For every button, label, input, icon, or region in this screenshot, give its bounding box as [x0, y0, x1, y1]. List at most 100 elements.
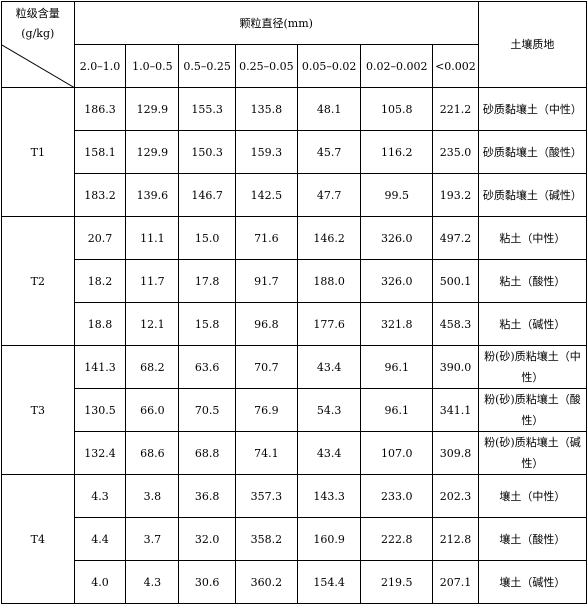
value-cell: 193.2 — [432, 173, 479, 217]
soil-texture-cell: 壤土（中性） — [477, 474, 587, 518]
value-cell: 150.3 — [178, 130, 237, 174]
value-cell: 358.2 — [235, 517, 298, 561]
value-cell: 96.1 — [360, 345, 434, 389]
value-cell: 390.0 — [432, 345, 479, 389]
value-cell: 160.9 — [296, 517, 362, 561]
value-cell: 222.8 — [360, 517, 434, 561]
size-class-header-row: 2.0–1.0 1.0–0.5 0.5–0.25 0.25–0.05 0.05–0.02… — [2, 44, 587, 88]
value-cell: 158.1 — [73, 130, 127, 174]
value-cell: 139.6 — [125, 173, 180, 217]
value-cell: 500.1 — [432, 259, 479, 303]
size-class-header: 0.02–0.002 — [360, 44, 434, 88]
value-cell: 360.2 — [235, 560, 298, 604]
size-class-header: 0.05–0.02 — [296, 44, 362, 88]
value-cell: 141.3 — [73, 345, 127, 389]
value-cell: 207.1 — [432, 560, 479, 604]
value-cell: 18.2 — [73, 259, 127, 303]
size-class-header: 0.5–0.25 — [178, 44, 237, 88]
value-cell: 70.5 — [178, 388, 237, 432]
corner-label-line1: 粒级含量 — [15, 7, 60, 20]
value-cell: 4.4 — [73, 517, 127, 561]
value-cell: 96.1 — [360, 388, 434, 432]
value-cell: 357.3 — [235, 474, 298, 518]
table-row: 4.0 4.3 30.6 360.2 154.4 219.5 207.1 壤土（碱性） — [2, 560, 587, 604]
value-cell: 3.7 — [125, 517, 180, 561]
value-cell: 3.8 — [125, 474, 180, 518]
value-cell: 219.5 — [360, 560, 434, 604]
value-cell: 45.7 — [296, 130, 362, 174]
value-cell: 129.9 — [125, 87, 180, 131]
soil-texture-cell: 粘土（中性） — [477, 216, 587, 260]
value-cell: 47.7 — [296, 173, 362, 217]
size-class-header: 0.25–0.05 — [235, 44, 298, 88]
value-cell: 68.8 — [178, 431, 237, 475]
corner-label-line2: (g/kg) — [21, 27, 55, 40]
value-cell: 183.2 — [73, 173, 127, 217]
value-cell: 146.2 — [296, 216, 362, 260]
value-cell: 116.2 — [360, 130, 434, 174]
size-class-header: 1.0–0.5 — [125, 44, 180, 88]
value-cell: 186.3 — [73, 87, 127, 131]
value-cell: 36.8 — [178, 474, 237, 518]
value-cell: 321.8 — [360, 302, 434, 346]
soil-texture-cell: 壤土（酸性） — [477, 517, 587, 561]
value-cell: 76.9 — [235, 388, 298, 432]
table-row: 132.4 68.6 68.8 74.1 43.4 107.0 309.8 粉(砂)质粘壤土（… — [2, 431, 587, 475]
value-cell: 309.8 — [432, 431, 479, 475]
value-cell: 12.1 — [125, 302, 180, 346]
soil-texture-cell: 粉(砂)质粘壤土（碱性） — [477, 431, 587, 475]
value-cell: 17.8 — [178, 259, 237, 303]
value-cell: 130.5 — [73, 388, 127, 432]
value-cell: 4.3 — [73, 474, 127, 518]
value-cell: 105.8 — [360, 87, 434, 131]
value-cell: 18.8 — [73, 302, 127, 346]
value-cell: 74.1 — [235, 431, 298, 475]
value-cell: 458.3 — [432, 302, 479, 346]
value-cell: 11.1 — [125, 216, 180, 260]
value-cell: 68.6 — [125, 431, 180, 475]
corner-header-cell: 粒级含量 (g/kg) — [1, 1, 75, 88]
table-row: 183.2 139.6 146.7 142.5 47.7 99.5 193.2 砂质黏壤土（碱… — [2, 173, 587, 217]
value-cell: 99.5 — [360, 173, 434, 217]
treatment-label: T4 — [1, 474, 75, 604]
value-cell: 188.0 — [296, 259, 362, 303]
soil-texture-cell: 砂质黏壤土（酸性） — [477, 130, 587, 174]
value-cell: 159.3 — [235, 130, 298, 174]
value-cell: 154.4 — [296, 560, 362, 604]
value-cell: 15.0 — [178, 216, 237, 260]
value-cell: 43.4 — [296, 431, 362, 475]
value-cell: 142.5 — [235, 173, 298, 217]
table-row: T1 186.3 129.9 155.3 135.8 48.1 105.8 221.2 砂质黏壤… — [1, 87, 587, 217]
value-cell: 143.3 — [296, 474, 362, 518]
value-cell: 132.4 — [73, 431, 127, 475]
soil-texture-cell: 粘土（碱性） — [477, 302, 587, 346]
table-row: 158.1 129.9 150.3 159.3 45.7 116.2 235.0 砂质黏壤土（… — [2, 130, 587, 174]
value-cell: 43.4 — [296, 345, 362, 389]
table-row: T3 141.3 68.2 63.6 70.7 43.4 96.1 390.0 粉(砂)质粘壤土… — [1, 345, 587, 475]
value-cell: 68.2 — [125, 345, 180, 389]
soil-texture-cell: 壤土（碱性） — [477, 560, 587, 604]
treatment-label: T2 — [1, 216, 75, 346]
value-cell: 4.0 — [73, 560, 127, 604]
size-class-header: 2.0–1.0 — [73, 44, 127, 88]
value-cell: 91.7 — [235, 259, 298, 303]
value-cell: 221.2 — [432, 87, 479, 131]
soil-texture-cell: 粉(砂)质粘壤土（酸性） — [477, 388, 587, 432]
value-cell: 129.9 — [125, 130, 180, 174]
value-cell: 107.0 — [360, 431, 434, 475]
table-row: 130.5 66.0 70.5 76.9 54.3 96.1 341.1 粉(砂)质粘壤土（酸… — [2, 388, 587, 432]
value-cell: 497.2 — [432, 216, 479, 260]
value-cell: 15.8 — [178, 302, 237, 346]
value-cell: 146.7 — [178, 173, 237, 217]
value-cell: 326.0 — [360, 259, 434, 303]
value-cell: 235.0 — [432, 130, 479, 174]
treatment-label: T3 — [1, 345, 75, 475]
value-cell: 202.3 — [432, 474, 479, 518]
table-row: 4.4 3.7 32.0 358.2 160.9 222.8 212.8 壤土（酸性） — [2, 517, 587, 561]
value-cell: 212.8 — [432, 517, 479, 561]
value-cell: 20.7 — [73, 216, 127, 260]
value-cell: 30.6 — [178, 560, 237, 604]
value-cell: 11.7 — [125, 259, 180, 303]
table-row: 18.2 11.7 17.8 91.7 188.0 326.0 500.1 粘土（酸性） — [2, 259, 587, 303]
